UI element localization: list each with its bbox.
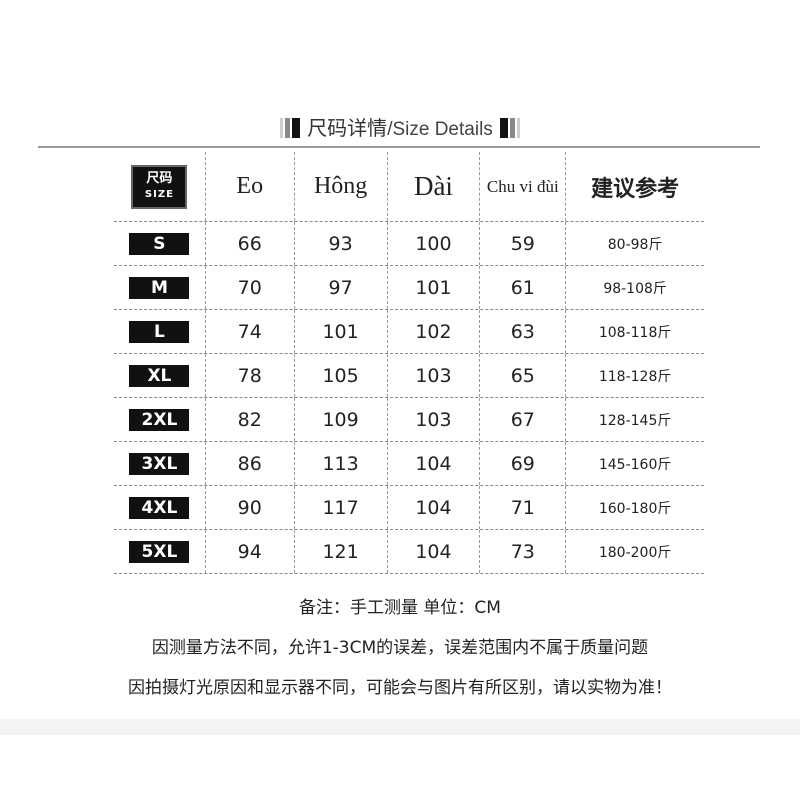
title-en: Size Details bbox=[392, 119, 493, 140]
cell-length: 100 bbox=[388, 222, 481, 265]
cell-length: 103 bbox=[388, 354, 481, 397]
header-dai: Dài bbox=[388, 152, 481, 221]
section-title: 尺码详情/Size Details bbox=[0, 112, 800, 143]
title-cn: 尺码详情 bbox=[307, 116, 388, 140]
header-hong: Hông bbox=[295, 152, 388, 221]
cell-length: 102 bbox=[388, 310, 481, 353]
cell-waist: 70 bbox=[206, 266, 295, 309]
cell-thigh: 59 bbox=[480, 222, 567, 265]
size-table: 尺码 SIZE Eo Hông Dài Chu vi đùi 建议参考 S 66 93… bbox=[114, 152, 704, 574]
cell-recommended-weight: 98-108斤 bbox=[603, 280, 667, 297]
cell-recommended-weight: 118-128斤 bbox=[598, 368, 672, 385]
table-row: XL 78 105 103 65 118-128斤 bbox=[114, 354, 704, 398]
title-separator: / bbox=[387, 119, 393, 140]
cell-hip: 101 bbox=[295, 310, 388, 353]
cell-hip: 117 bbox=[295, 486, 388, 529]
size-header-cn: 尺码 bbox=[146, 170, 173, 186]
size-badge: 3XL bbox=[129, 452, 190, 475]
table-header-row: 尺码 SIZE Eo Hông Dài Chu vi đùi 建议参考 bbox=[114, 152, 704, 222]
decorative-bars-left-icon bbox=[279, 118, 301, 143]
cell-recommended-weight: 145-160斤 bbox=[598, 456, 672, 473]
cell-waist: 82 bbox=[206, 398, 295, 441]
table-row: S 66 93 100 59 80-98斤 bbox=[114, 222, 704, 266]
cell-length: 104 bbox=[388, 530, 481, 573]
size-badge: 2XL bbox=[129, 408, 190, 431]
table-row: 5XL 94 121 104 73 180-200斤 bbox=[114, 530, 704, 574]
header-chu-vi-dui: Chu vi đùi bbox=[480, 152, 567, 221]
size-cell: S bbox=[114, 222, 206, 265]
table-row: M 70 97 101 61 98-108斤 bbox=[114, 266, 704, 310]
cell-hip: 97 bbox=[295, 266, 388, 309]
cell-length: 101 bbox=[388, 266, 481, 309]
size-cell: L bbox=[114, 310, 206, 353]
cell-thigh: 65 bbox=[480, 354, 567, 397]
cell-recommended-weight: 180-200斤 bbox=[598, 544, 672, 561]
header-eo: Eo bbox=[206, 152, 295, 221]
cell-thigh: 73 bbox=[480, 530, 567, 573]
cell-thigh: 63 bbox=[480, 310, 567, 353]
cell-length: 104 bbox=[388, 486, 481, 529]
cell-thigh: 61 bbox=[480, 266, 567, 309]
size-badge: S bbox=[129, 232, 190, 255]
cell-thigh: 67 bbox=[480, 398, 567, 441]
table-row: 3XL 86 113 104 69 145-160斤 bbox=[114, 442, 704, 486]
size-header-en: SIZE bbox=[144, 188, 174, 200]
cell-hip: 109 bbox=[295, 398, 388, 441]
cell-recommended-weight: 80-98斤 bbox=[607, 236, 663, 253]
cell-waist: 78 bbox=[206, 354, 295, 397]
footer-band bbox=[0, 719, 800, 735]
cell-recommended-weight: 128-145斤 bbox=[598, 412, 672, 429]
size-cell: 2XL bbox=[114, 398, 206, 441]
cell-waist: 94 bbox=[206, 530, 295, 573]
header-recommendation: 建议参考 bbox=[591, 176, 680, 202]
cell-waist: 74 bbox=[206, 310, 295, 353]
size-cell: 3XL bbox=[114, 442, 206, 485]
size-header-badge: 尺码 SIZE bbox=[131, 164, 188, 209]
cell-hip: 105 bbox=[295, 354, 388, 397]
size-badge: 5XL bbox=[129, 540, 190, 563]
notes: 备注：手工测量 单位：CM 因测量方法不同，允许1-3CM的误差，误差范围内不属… bbox=[0, 593, 800, 713]
cell-length: 104 bbox=[388, 442, 481, 485]
note-tolerance: 因测量方法不同，允许1-3CM的误差，误差范围内不属于质量问题 bbox=[151, 638, 649, 658]
table-row: 2XL 82 109 103 67 128-145斤 bbox=[114, 398, 704, 442]
size-badge: M bbox=[129, 276, 190, 299]
size-header-cell: 尺码 SIZE bbox=[114, 152, 206, 221]
size-badge: L bbox=[129, 320, 190, 343]
cell-length: 103 bbox=[388, 398, 481, 441]
note-color: 因拍摄灯光原因和显示器不同，可能会与图片有所区别，请以实物为准！ bbox=[128, 678, 672, 698]
size-badge: 4XL bbox=[129, 496, 190, 519]
size-cell: M bbox=[114, 266, 206, 309]
size-cell: XL bbox=[114, 354, 206, 397]
cell-waist: 90 bbox=[206, 486, 295, 529]
size-badge: XL bbox=[129, 364, 190, 387]
cell-hip: 113 bbox=[295, 442, 388, 485]
table-row: L 74 101 102 63 108-118斤 bbox=[114, 310, 704, 354]
cell-thigh: 71 bbox=[480, 486, 567, 529]
decorative-bars-right-icon bbox=[499, 118, 521, 143]
note-unit: 备注：手工测量 单位：CM bbox=[299, 598, 501, 618]
size-cell: 4XL bbox=[114, 486, 206, 529]
cell-hip: 93 bbox=[295, 222, 388, 265]
cell-hip: 121 bbox=[295, 530, 388, 573]
cell-thigh: 69 bbox=[480, 442, 567, 485]
title-divider bbox=[38, 146, 760, 148]
cell-waist: 66 bbox=[206, 222, 295, 265]
table-row: 4XL 90 117 104 71 160-180斤 bbox=[114, 486, 704, 530]
cell-recommended-weight: 160-180斤 bbox=[598, 500, 672, 517]
cell-recommended-weight: 108-118斤 bbox=[598, 324, 672, 341]
size-cell: 5XL bbox=[114, 530, 206, 573]
cell-waist: 86 bbox=[206, 442, 295, 485]
